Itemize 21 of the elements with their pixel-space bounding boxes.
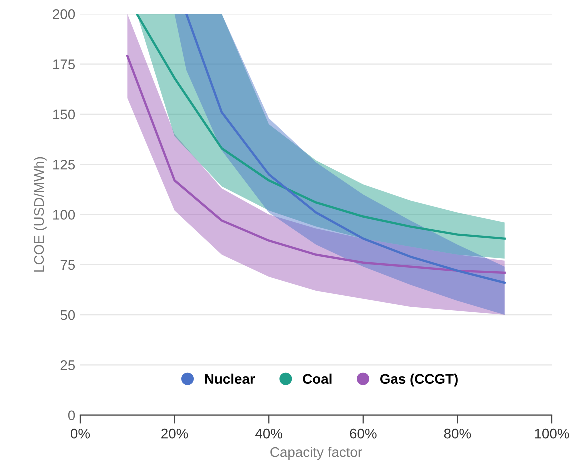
legend-label: Nuclear xyxy=(205,374,256,384)
x-tick-label: 0% xyxy=(71,428,90,439)
y-tick-label: 200 xyxy=(53,9,76,20)
x-tick-label: 40% xyxy=(256,428,283,439)
y-tick-label: 75 xyxy=(60,260,76,270)
y-tick-label: 100 xyxy=(54,210,76,220)
x-axis-title: Capacity factor xyxy=(270,447,362,460)
y-tick-label: 0 xyxy=(68,410,76,421)
x-tick-label: 60% xyxy=(350,428,377,439)
y-tick-label: 150 xyxy=(54,110,76,120)
y-tick-label: 125 xyxy=(54,160,76,170)
y-axis-title: LCOE (USD/MWh) xyxy=(34,157,47,272)
y-tick-label: 25 xyxy=(60,360,76,370)
line-series xyxy=(126,55,506,274)
y-tick-label: 175 xyxy=(54,60,76,70)
legend-label: Coal xyxy=(303,374,332,384)
x-tick-label: 80% xyxy=(444,428,472,439)
x-tick-label: 20% xyxy=(162,428,188,439)
y-tick-label: 50 xyxy=(60,310,76,320)
x-tick-label: 100% xyxy=(535,428,570,439)
legend-label: Gas (CCGT) xyxy=(380,374,458,387)
